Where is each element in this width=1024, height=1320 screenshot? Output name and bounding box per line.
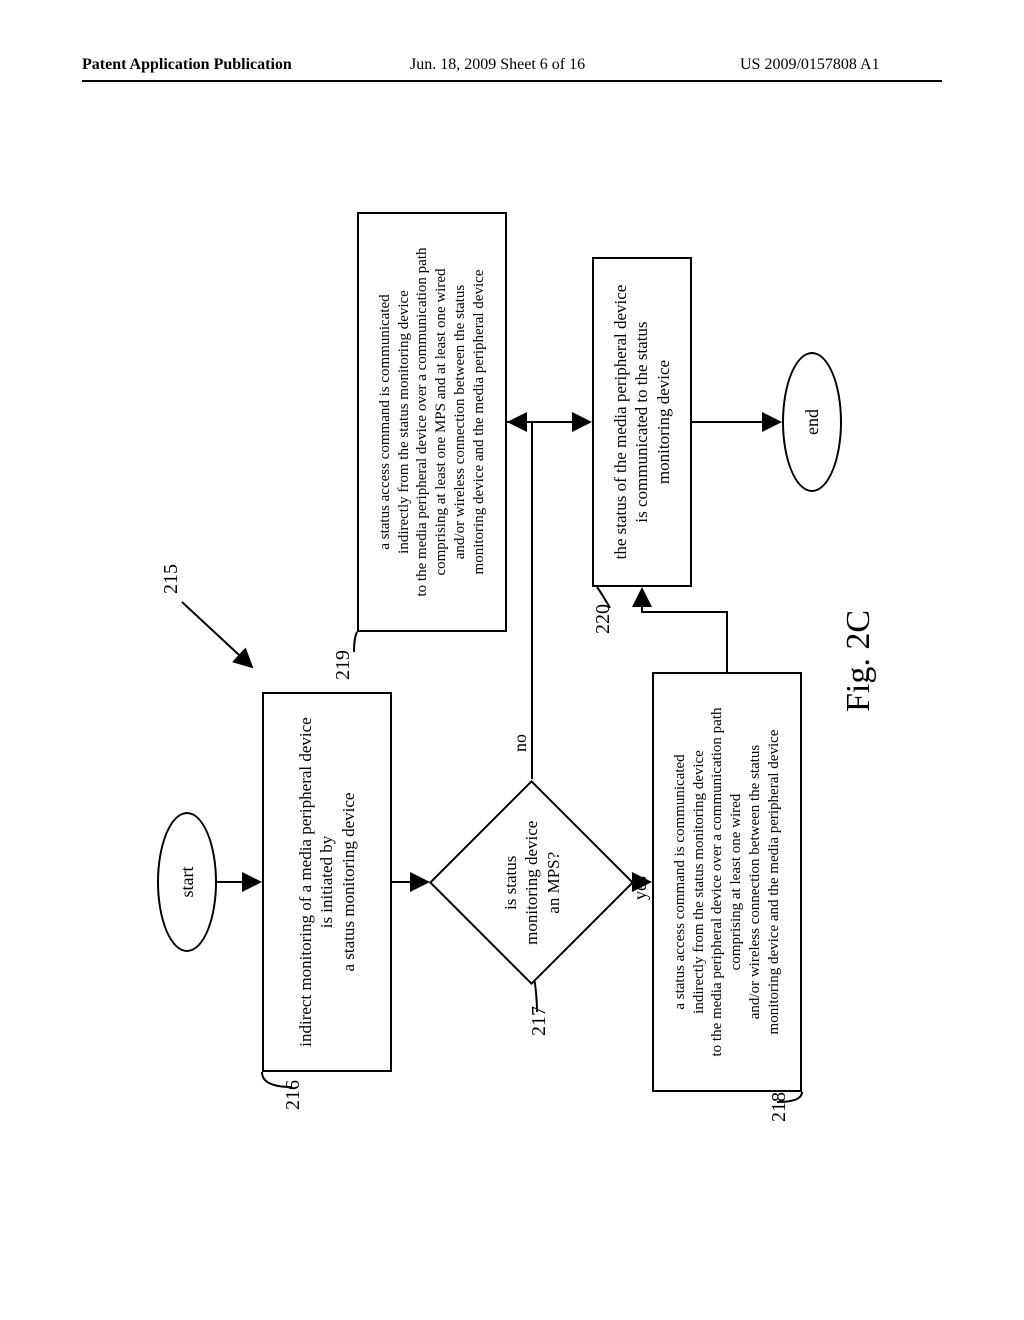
- page-header-left: Patent Application Publication: [82, 56, 292, 74]
- terminal-end: end: [782, 352, 842, 492]
- terminal-end-label: end: [802, 409, 823, 435]
- process-219-text: a status access command is communicated …: [376, 247, 489, 596]
- page-header-rule: [82, 80, 942, 82]
- ref-219: 219: [332, 650, 355, 680]
- diagram-area: start indirect monitoring of a media per…: [132, 132, 892, 1142]
- process-218: a status access command is communicated …: [652, 672, 802, 1092]
- decision-yes-label: yes: [630, 876, 651, 900]
- process-220: the status of the media peripheral devic…: [592, 257, 692, 587]
- ref-220: 220: [592, 604, 615, 634]
- flowchart: start indirect monitoring of a media per…: [132, 132, 892, 1142]
- ref-215: 215: [160, 564, 183, 594]
- page-header-mid: Jun. 18, 2009 Sheet 6 of 16: [410, 56, 585, 74]
- process-220-text: the status of the media peripheral devic…: [610, 285, 674, 560]
- ref-218: 218: [768, 1092, 791, 1122]
- decision-no-label: no: [510, 734, 531, 752]
- ref-217: 217: [528, 1006, 551, 1036]
- process-216-text: indirect monitoring of a media periphera…: [295, 717, 359, 1046]
- figure-label: Fig. 2C: [840, 610, 878, 712]
- terminal-start: start: [157, 812, 217, 952]
- decision-217-text: is status monitoring device an MPS?: [500, 812, 564, 953]
- page-header-right: US 2009/0157808 A1: [740, 56, 880, 74]
- terminal-start-label: start: [177, 867, 198, 898]
- process-219: a status access command is communicated …: [357, 212, 507, 632]
- ref-216: 216: [282, 1080, 305, 1110]
- process-216: indirect monitoring of a media periphera…: [262, 692, 392, 1072]
- process-218-text: a status access command is communicated …: [671, 707, 784, 1056]
